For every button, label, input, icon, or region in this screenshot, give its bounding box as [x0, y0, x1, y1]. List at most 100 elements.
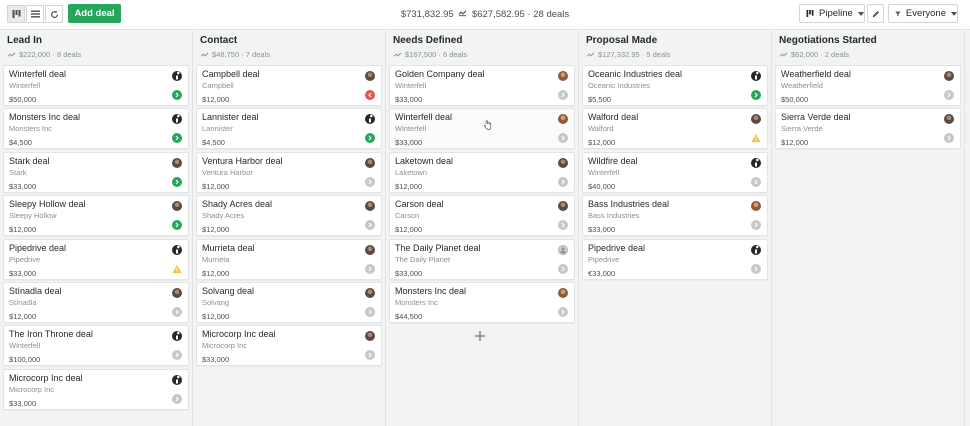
activity-status-icon[interactable]: [558, 133, 568, 144]
activity-status-icon[interactable]: [558, 176, 568, 187]
activity-status-icon[interactable]: [365, 90, 375, 100]
activity-status-icon[interactable]: [558, 306, 568, 317]
kanban-icon: [806, 10, 814, 17]
stage-summary-text: $167,500 · 6 deals: [405, 50, 468, 59]
deal-organization: Winterfell: [9, 81, 41, 90]
deal-value: $4,500: [9, 138, 32, 148]
deal-card[interactable]: Campbell deal Campbell $12,000: [196, 65, 382, 106]
stage-title: Needs Defined: [393, 35, 463, 46]
deal-value: $33,000: [395, 95, 423, 104]
activity-status-icon[interactable]: [365, 350, 375, 361]
deal-organization: Weatherfield: [781, 81, 823, 90]
pipeline-view-button[interactable]: [7, 5, 25, 23]
activity-status-icon[interactable]: [558, 263, 568, 274]
list-view-button[interactable]: [26, 5, 44, 23]
deal-card[interactable]: Laketown deal Laketown $12,000: [389, 151, 575, 193]
deal-card[interactable]: The Iron Throne deal Winterfell $100,000: [3, 325, 189, 367]
deal-card[interactable]: Microcorp Inc deal Microcorp Inc $33,000: [3, 368, 189, 410]
kanban-icon: [12, 10, 20, 18]
deal-title: Winterfell deal: [9, 69, 67, 79]
stage-title: Contact: [200, 35, 238, 46]
edit-pipeline-button[interactable]: [867, 4, 884, 23]
deal-card[interactable]: Murrieta deal Murrieta $12,000: [196, 238, 382, 280]
weighted-icon: [7, 52, 16, 57]
owner-filter-selector[interactable]: Everyone: [888, 4, 958, 23]
deal-organization: Ventura Harbor: [202, 167, 253, 177]
deal-card[interactable]: Walford deal Walford $12,000: [582, 108, 768, 150]
stage-header: Proposal Made $127,332.95 · 5 deals: [582, 31, 768, 63]
activity-status-icon[interactable]: [172, 306, 182, 317]
activity-status-icon[interactable]: [365, 306, 375, 317]
deal-card[interactable]: Microcorp Inc deal Microcorp Inc $33,000: [196, 325, 382, 367]
activity-status-icon[interactable]: [172, 220, 182, 231]
deal-card[interactable]: Shady Acres deal Shady Acres $12,000: [196, 195, 382, 237]
view-switcher: [7, 5, 64, 23]
warning-icon[interactable]: [751, 133, 761, 143]
deal-card[interactable]: Solvang deal Solvang $12,000: [196, 281, 382, 323]
activity-status-icon[interactable]: [172, 90, 182, 100]
activity-status-icon[interactable]: [751, 220, 761, 231]
deal-card[interactable]: Monsters Inc deal Monsters Inc $4,500: [3, 108, 189, 150]
deal-card[interactable]: Pipedrive deal Pipedrive €33,000: [582, 238, 768, 280]
deal-value: $12,000: [395, 181, 423, 191]
activity-status-icon[interactable]: [944, 133, 954, 144]
deal-card[interactable]: Winterfell deal Winterfell $33,000: [389, 108, 575, 150]
deal-card[interactable]: The Daily Planet deal The Daily Planet $33…: [389, 238, 575, 280]
deal-card[interactable]: Ventura Harbor deal Ventura Harbor $12,000: [196, 151, 382, 193]
stage-cards: Oceanic Industries deal Oceanic Industrie…: [582, 63, 768, 280]
activity-status-icon[interactable]: [558, 220, 568, 231]
activity-status-icon[interactable]: [365, 263, 375, 274]
deal-title: Walford deal: [588, 112, 639, 123]
deal-card[interactable]: Pipedrive deal Pipedrive $33,000: [3, 238, 189, 280]
activity-status-icon[interactable]: [365, 133, 375, 144]
deal-card[interactable]: Bass Industries deal Bass Industries $33,0…: [582, 195, 768, 237]
deal-organization: Winterfell: [395, 124, 427, 134]
deal-card[interactable]: Wildfire deal Winterfell $40,000: [582, 151, 768, 193]
deal-card[interactable]: Sleepy Hollow deal Sleepy Hollow $12,000: [3, 195, 189, 237]
deal-organization: Pipedrive: [9, 254, 41, 264]
deal-title: The Iron Throne deal: [9, 329, 93, 340]
deal-card[interactable]: Sierra Verde deal Sierra Verde $12,000: [775, 108, 961, 150]
pipeline-selector[interactable]: Pipeline: [799, 4, 865, 23]
deal-card[interactable]: Stark deal Stark $33,000: [3, 151, 189, 193]
forecast-view-button[interactable]: [45, 5, 63, 23]
activity-status-icon[interactable]: [172, 350, 182, 361]
chevron-down-icon: [857, 11, 864, 16]
stage-summary: $48,750 · 7 deals: [200, 50, 378, 59]
activity-status-icon[interactable]: [751, 90, 761, 100]
deal-value: $50,000: [9, 95, 37, 104]
deal-value: $12,000: [781, 138, 809, 148]
warning-icon[interactable]: [172, 264, 182, 274]
deal-card[interactable]: Lannister deal Lannister $4,500: [196, 108, 382, 150]
deal-organization: Monsters Inc: [395, 297, 438, 307]
activity-status-icon[interactable]: [172, 393, 182, 404]
activity-status-icon[interactable]: [172, 133, 182, 144]
deal-card[interactable]: Stínadla deal Stínadla $12,000: [3, 281, 189, 323]
owner-avatar: [365, 114, 375, 125]
add-deal-plus-icon[interactable]: [474, 329, 486, 341]
deal-title: Murrieta deal: [202, 242, 255, 253]
deal-title: Bass Industries deal: [588, 199, 670, 210]
activity-status-icon[interactable]: [365, 220, 375, 231]
deal-card[interactable]: Golden Company deal Winterfell $33,000: [389, 65, 575, 106]
activity-status-icon[interactable]: [944, 90, 954, 100]
summary-separator: ·: [527, 9, 531, 20]
deal-card[interactable]: Weatherfield deal Weatherfield $50,000: [775, 65, 961, 106]
activity-status-icon[interactable]: [558, 90, 568, 100]
activity-status-icon[interactable]: [365, 176, 375, 187]
deal-card[interactable]: Oceanic Industries deal Oceanic Industrie…: [582, 65, 768, 106]
deal-title: Monsters Inc deal: [395, 285, 467, 296]
deal-card[interactable]: Winterfell deal Winterfell $50,000: [3, 65, 189, 106]
add-deal-button[interactable]: Add deal: [68, 4, 121, 23]
deal-card[interactable]: Monsters Inc deal Monsters Inc $44,500: [389, 281, 575, 323]
top-toolbar: Add deal $731,832.95 $627,582.95 · 28 de…: [0, 0, 970, 30]
deal-title: Campbell deal: [202, 69, 260, 79]
owner-avatar: [365, 287, 375, 298]
activity-status-icon[interactable]: [751, 263, 761, 274]
activity-status-icon[interactable]: [751, 176, 761, 187]
stage-title: Lead In: [7, 35, 43, 46]
deal-value: $4,500: [202, 138, 225, 148]
activity-status-icon[interactable]: [172, 176, 182, 187]
deal-title: Stark deal: [9, 155, 50, 166]
deal-card[interactable]: Carson deal Carson $12,000: [389, 195, 575, 237]
